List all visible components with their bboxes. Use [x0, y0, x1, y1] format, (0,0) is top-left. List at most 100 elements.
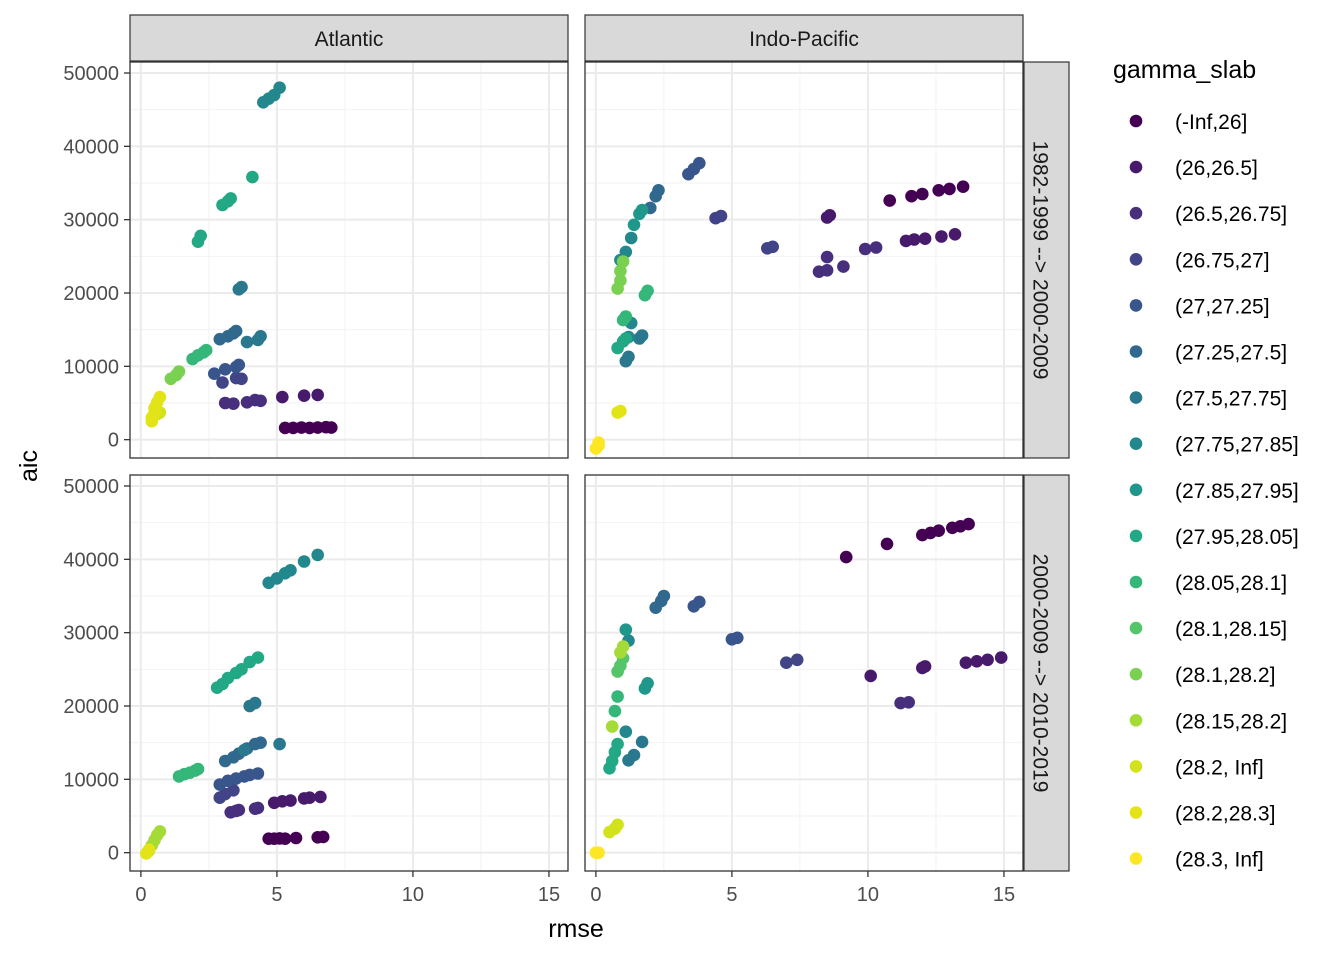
legend-swatch: [1129, 714, 1143, 727]
legend-swatch: [1129, 575, 1143, 589]
strip-atlantic-background: [129, 14, 569, 62]
panel-points: [140, 548, 330, 860]
legend-item: (28.15,28.2]: [1129, 710, 1287, 733]
data-point: [981, 653, 994, 667]
legend-label: (28.15,28.2]: [1175, 710, 1287, 733]
data-point: [254, 394, 267, 408]
legend-swatch: [1129, 160, 1143, 174]
data-point: [994, 651, 1008, 664]
data-point: [635, 203, 649, 217]
row-strips: 1982-1999 --> 2000-2009 2000-2009 --> 20…: [1023, 61, 1070, 872]
data-point: [905, 189, 918, 203]
data-point: [276, 390, 289, 404]
panels: [129, 61, 1024, 872]
data-point: [248, 696, 262, 710]
legend-label: (28.2,28.3]: [1175, 803, 1275, 826]
data-point: [616, 255, 630, 268]
data-point: [619, 725, 633, 738]
panel-atlantic-row-2: [129, 474, 569, 872]
data-point: [238, 743, 251, 757]
y-tick-label: 20000: [63, 283, 119, 305]
data-point: [970, 655, 984, 668]
x-tick-label: 15: [538, 884, 560, 906]
data-point: [232, 358, 246, 372]
panel-gridlines: [585, 62, 1023, 458]
strip-row-1-background: [1023, 61, 1070, 459]
panel-border: [584, 61, 1024, 459]
data-point: [216, 376, 229, 389]
data-point: [191, 762, 205, 776]
legend-swatch: [1129, 760, 1143, 773]
y-tick-label: 50000: [63, 476, 119, 498]
strip-label-row-1: 1982-1999 --> 2000-2009: [1028, 141, 1051, 380]
axes: 0 10000 20000 30000 40000 50000 0 10000 20000 300…: [63, 63, 1015, 906]
data-point: [731, 631, 744, 645]
legend-swatch: [1129, 806, 1143, 819]
y-tick-label: 40000: [63, 136, 119, 158]
data-point: [820, 250, 834, 264]
data-point: [254, 736, 267, 749]
data-point: [614, 404, 627, 418]
data-point: [229, 324, 243, 338]
data-point: [153, 825, 167, 838]
data-point: [869, 241, 883, 254]
data-point: [316, 830, 330, 844]
data-point: [611, 737, 624, 751]
data-point: [635, 735, 649, 749]
legend-label: (28.2, Inf]: [1175, 756, 1264, 779]
panel-indo-pacific-row-1: [584, 61, 1024, 459]
data-point: [823, 209, 837, 222]
legend-item: (27.25,27.5]: [1129, 342, 1287, 365]
column-strips: Atlantic Indo-Pacific: [129, 14, 1024, 62]
data-point: [314, 790, 327, 804]
data-point: [614, 274, 627, 287]
data-point: [235, 663, 248, 676]
data-point: [627, 748, 641, 762]
data-point: [246, 170, 259, 184]
data-point: [956, 180, 970, 193]
x-tick-label: 5: [271, 884, 282, 906]
legend-title: gamma_slab: [1113, 56, 1256, 84]
strip-indo-pacific-background: [584, 14, 1024, 62]
legend-label: (28.05,28.1]: [1175, 572, 1287, 595]
panel-points: [145, 81, 338, 435]
legend-label: (-Inf,26]: [1175, 111, 1247, 134]
data-point: [943, 182, 956, 196]
data-point: [959, 656, 973, 669]
legend-swatch: [1129, 299, 1143, 312]
y-tick-label: 30000: [63, 210, 119, 232]
data-point: [251, 651, 265, 664]
data-point: [611, 818, 624, 832]
data-point: [657, 589, 671, 603]
panel-background: [585, 475, 1023, 871]
legend-item: (28.05,28.1]: [1129, 572, 1287, 595]
panel-points: [589, 156, 970, 455]
data-point: [693, 595, 706, 609]
data-point: [902, 696, 915, 709]
data-point: [619, 245, 633, 259]
legend-item: (27.95,28.05]: [1129, 526, 1299, 549]
data-point: [240, 335, 254, 349]
data-point: [641, 284, 654, 298]
legend-label: (27.75,27.85]: [1175, 434, 1299, 457]
data-point: [880, 537, 894, 551]
legend-label: (27.95,28.05]: [1175, 526, 1299, 549]
data-point: [232, 803, 246, 817]
data-point: [935, 230, 948, 243]
panel-border: [129, 61, 569, 459]
data-point: [652, 184, 665, 197]
data-point: [235, 372, 248, 386]
data-point: [278, 832, 292, 845]
x-tick-label: 10: [857, 884, 879, 906]
data-point: [303, 791, 316, 804]
data-point: [611, 690, 624, 703]
data-point: [883, 194, 896, 207]
data-point: [142, 843, 156, 856]
legend-item: (28.1,28.15]: [1129, 618, 1287, 641]
data-point: [297, 555, 311, 568]
legend-swatch: [1129, 529, 1143, 543]
panel-border: [584, 474, 1024, 872]
legend-label: (26.5,26.75]: [1175, 203, 1287, 226]
legend-swatch: [1129, 206, 1143, 220]
panel-border: [129, 474, 569, 872]
